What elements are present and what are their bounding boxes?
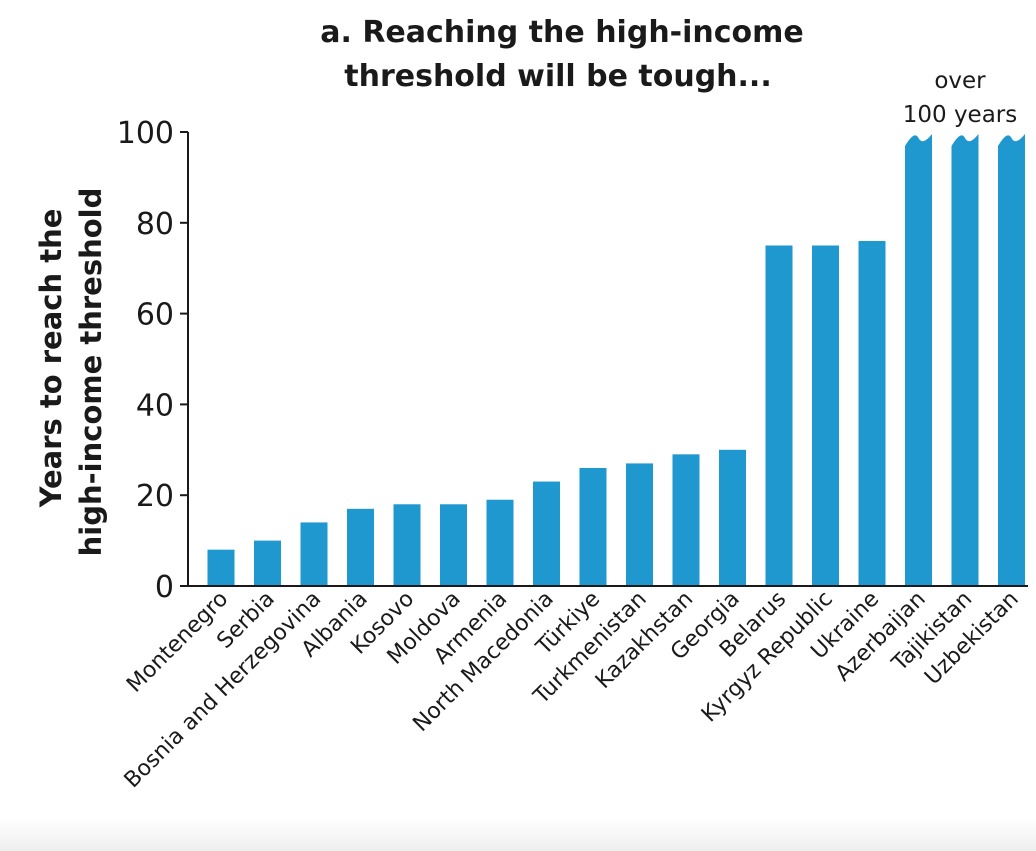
bar-north-macedonia	[533, 481, 560, 586]
chart-title-line-2: threshold will be tough...	[344, 59, 771, 94]
annotation-line-1: over	[934, 68, 986, 94]
bar-azerbaijan	[905, 134, 932, 586]
annotation-line-2: 100 years	[903, 102, 1018, 128]
bar-armenia	[486, 499, 514, 586]
bottom-fade	[0, 818, 1036, 851]
bar-montenegro	[207, 549, 235, 586]
bar-kazakhstan	[672, 454, 700, 586]
bar-belarus	[765, 245, 793, 586]
bar-kosovo	[393, 504, 421, 586]
bar-turkmenistan	[626, 463, 653, 586]
bar-bosnia-and-herzegovina	[300, 522, 328, 586]
bars	[207, 134, 1025, 586]
bar-serbia	[254, 540, 281, 586]
bar-uzbekistan	[998, 134, 1025, 586]
y-tick-label: 20	[136, 479, 174, 514]
bar-tajikistan	[951, 134, 979, 586]
bar-georgia	[719, 449, 746, 586]
y-axis-ticks: 0 20 40 60 80 100	[117, 116, 188, 605]
bar-albania	[347, 508, 374, 586]
y-tick-label: 40	[136, 388, 174, 423]
chart-title-line-1: a. Reaching the high-income	[320, 15, 804, 50]
y-tick-label: 60	[136, 298, 174, 333]
y-tick-label: 80	[136, 207, 174, 242]
x-tick-label: Bosnia and Herzegovina	[120, 587, 327, 794]
y-axis-label-line-2: high-income threshold	[74, 188, 108, 557]
y-tick-label: 100	[117, 116, 174, 151]
bar-t-rkiye	[579, 467, 607, 586]
y-axis-label-line-1: Years to reach the	[34, 209, 68, 509]
bar-ukraine	[858, 240, 886, 586]
y-tick-label: 0	[155, 570, 174, 605]
bar-kyrgyz-republic	[812, 245, 839, 586]
bar-moldova	[440, 504, 467, 586]
